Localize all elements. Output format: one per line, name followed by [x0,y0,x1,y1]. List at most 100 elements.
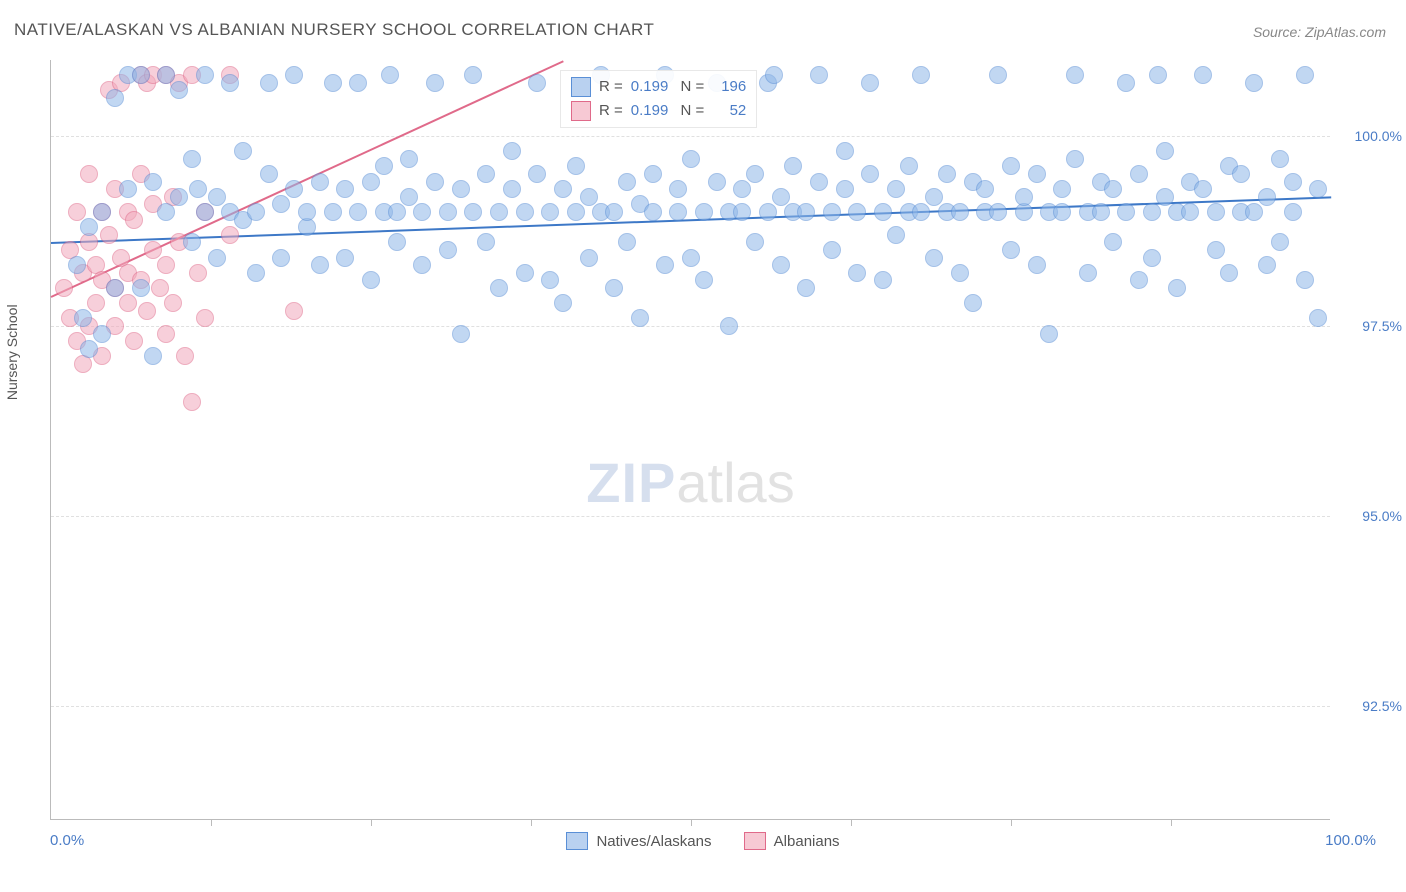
scatter-point-series1 [848,264,866,282]
scatter-point-series1 [1284,203,1302,221]
gridline [51,706,1330,707]
scatter-point-series1 [554,180,572,198]
scatter-point-series1 [349,74,367,92]
legend-label-series2: Albanians [774,833,840,850]
scatter-point-series1 [285,66,303,84]
scatter-point-series2 [125,332,143,350]
scatter-point-series1 [925,249,943,267]
watermark-a: ZIP [586,451,676,514]
scatter-point-series1 [349,203,367,221]
scatter-point-series1 [298,203,316,221]
scatter-point-series1 [976,180,994,198]
scatter-point-series1 [516,264,534,282]
scatter-point-series1 [810,66,828,84]
scatter-point-series1 [68,256,86,274]
scatter-point-series1 [682,150,700,168]
scatter-point-series1 [93,203,111,221]
scatter-point-series1 [375,157,393,175]
scatter-point-series1 [132,66,150,84]
scatter-point-series1 [580,188,598,206]
scatter-point-series1 [439,203,457,221]
scatter-point-series1 [1117,203,1135,221]
scatter-point-series1 [490,279,508,297]
scatter-point-series1 [669,180,687,198]
scatter-point-series1 [938,165,956,183]
y-tick-label: 92.5% [1342,698,1402,714]
scatter-point-series1 [1207,203,1225,221]
scatter-point-series1 [695,203,713,221]
scatter-point-series1 [93,325,111,343]
scatter-point-series1 [1079,264,1097,282]
gridline [51,136,1330,137]
scatter-point-series1 [1002,241,1020,259]
stats-n-value: 52 [712,99,746,123]
plot-area: ZIPatlas 100.0%97.5%95.0%92.5% [50,60,1330,820]
scatter-point-series1 [285,180,303,198]
scatter-point-series1 [106,89,124,107]
scatter-point-series1 [1053,203,1071,221]
x-tick [371,819,372,826]
scatter-point-series1 [1194,66,1212,84]
scatter-point-series1 [733,203,751,221]
scatter-point-series1 [426,74,444,92]
y-tick-label: 100.0% [1342,128,1402,144]
stats-swatch [571,101,591,121]
chart-source: Source: ZipAtlas.com [1253,24,1386,40]
stats-swatch [571,77,591,97]
scatter-point-series1 [1194,180,1212,198]
scatter-point-series1 [1130,165,1148,183]
scatter-point-series1 [887,226,905,244]
scatter-point-series1 [784,157,802,175]
scatter-point-series1 [618,173,636,191]
scatter-point-series1 [170,188,188,206]
scatter-point-series1 [644,165,662,183]
scatter-point-series1 [861,74,879,92]
scatter-point-series1 [823,203,841,221]
scatter-point-series1 [554,294,572,312]
scatter-point-series1 [797,203,815,221]
scatter-point-series1 [336,180,354,198]
scatter-point-series2 [221,226,239,244]
scatter-point-series2 [68,203,86,221]
scatter-point-series1 [247,264,265,282]
scatter-point-series1 [823,241,841,259]
scatter-point-series2 [119,294,137,312]
gridline [51,516,1330,517]
scatter-point-series1 [247,203,265,221]
x-tick [211,819,212,826]
scatter-point-series1 [1104,233,1122,251]
scatter-point-series1 [490,203,508,221]
scatter-point-series1 [989,66,1007,84]
scatter-point-series1 [759,203,777,221]
scatter-point-series1 [1040,325,1058,343]
stats-n-label: N = [676,75,704,99]
scatter-point-series2 [189,264,207,282]
scatter-point-series1 [1028,256,1046,274]
scatter-point-series1 [324,74,342,92]
scatter-point-series2 [100,226,118,244]
chart-title: NATIVE/ALASKAN VS ALBANIAN NURSERY SCHOO… [14,20,654,40]
scatter-point-series1 [311,256,329,274]
scatter-point-series1 [605,203,623,221]
scatter-point-series1 [1296,271,1314,289]
scatter-point-series1 [1309,309,1327,327]
scatter-point-series1 [196,66,214,84]
watermark-b: atlas [676,451,794,514]
scatter-point-series1 [1117,74,1135,92]
scatter-point-series1 [516,203,534,221]
scatter-point-series1 [1028,165,1046,183]
scatter-point-series1 [1066,66,1084,84]
scatter-point-series1 [541,203,559,221]
scatter-point-series1 [1156,142,1174,160]
scatter-point-series1 [1130,271,1148,289]
scatter-point-series1 [848,203,866,221]
scatter-point-series1 [567,157,585,175]
scatter-point-series2 [144,241,162,259]
scatter-point-series1 [1143,249,1161,267]
scatter-point-series1 [260,165,278,183]
scatter-point-series1 [964,294,982,312]
scatter-point-series1 [541,271,559,289]
scatter-point-series1 [951,264,969,282]
scatter-point-series1 [912,66,930,84]
scatter-point-series1 [887,180,905,198]
